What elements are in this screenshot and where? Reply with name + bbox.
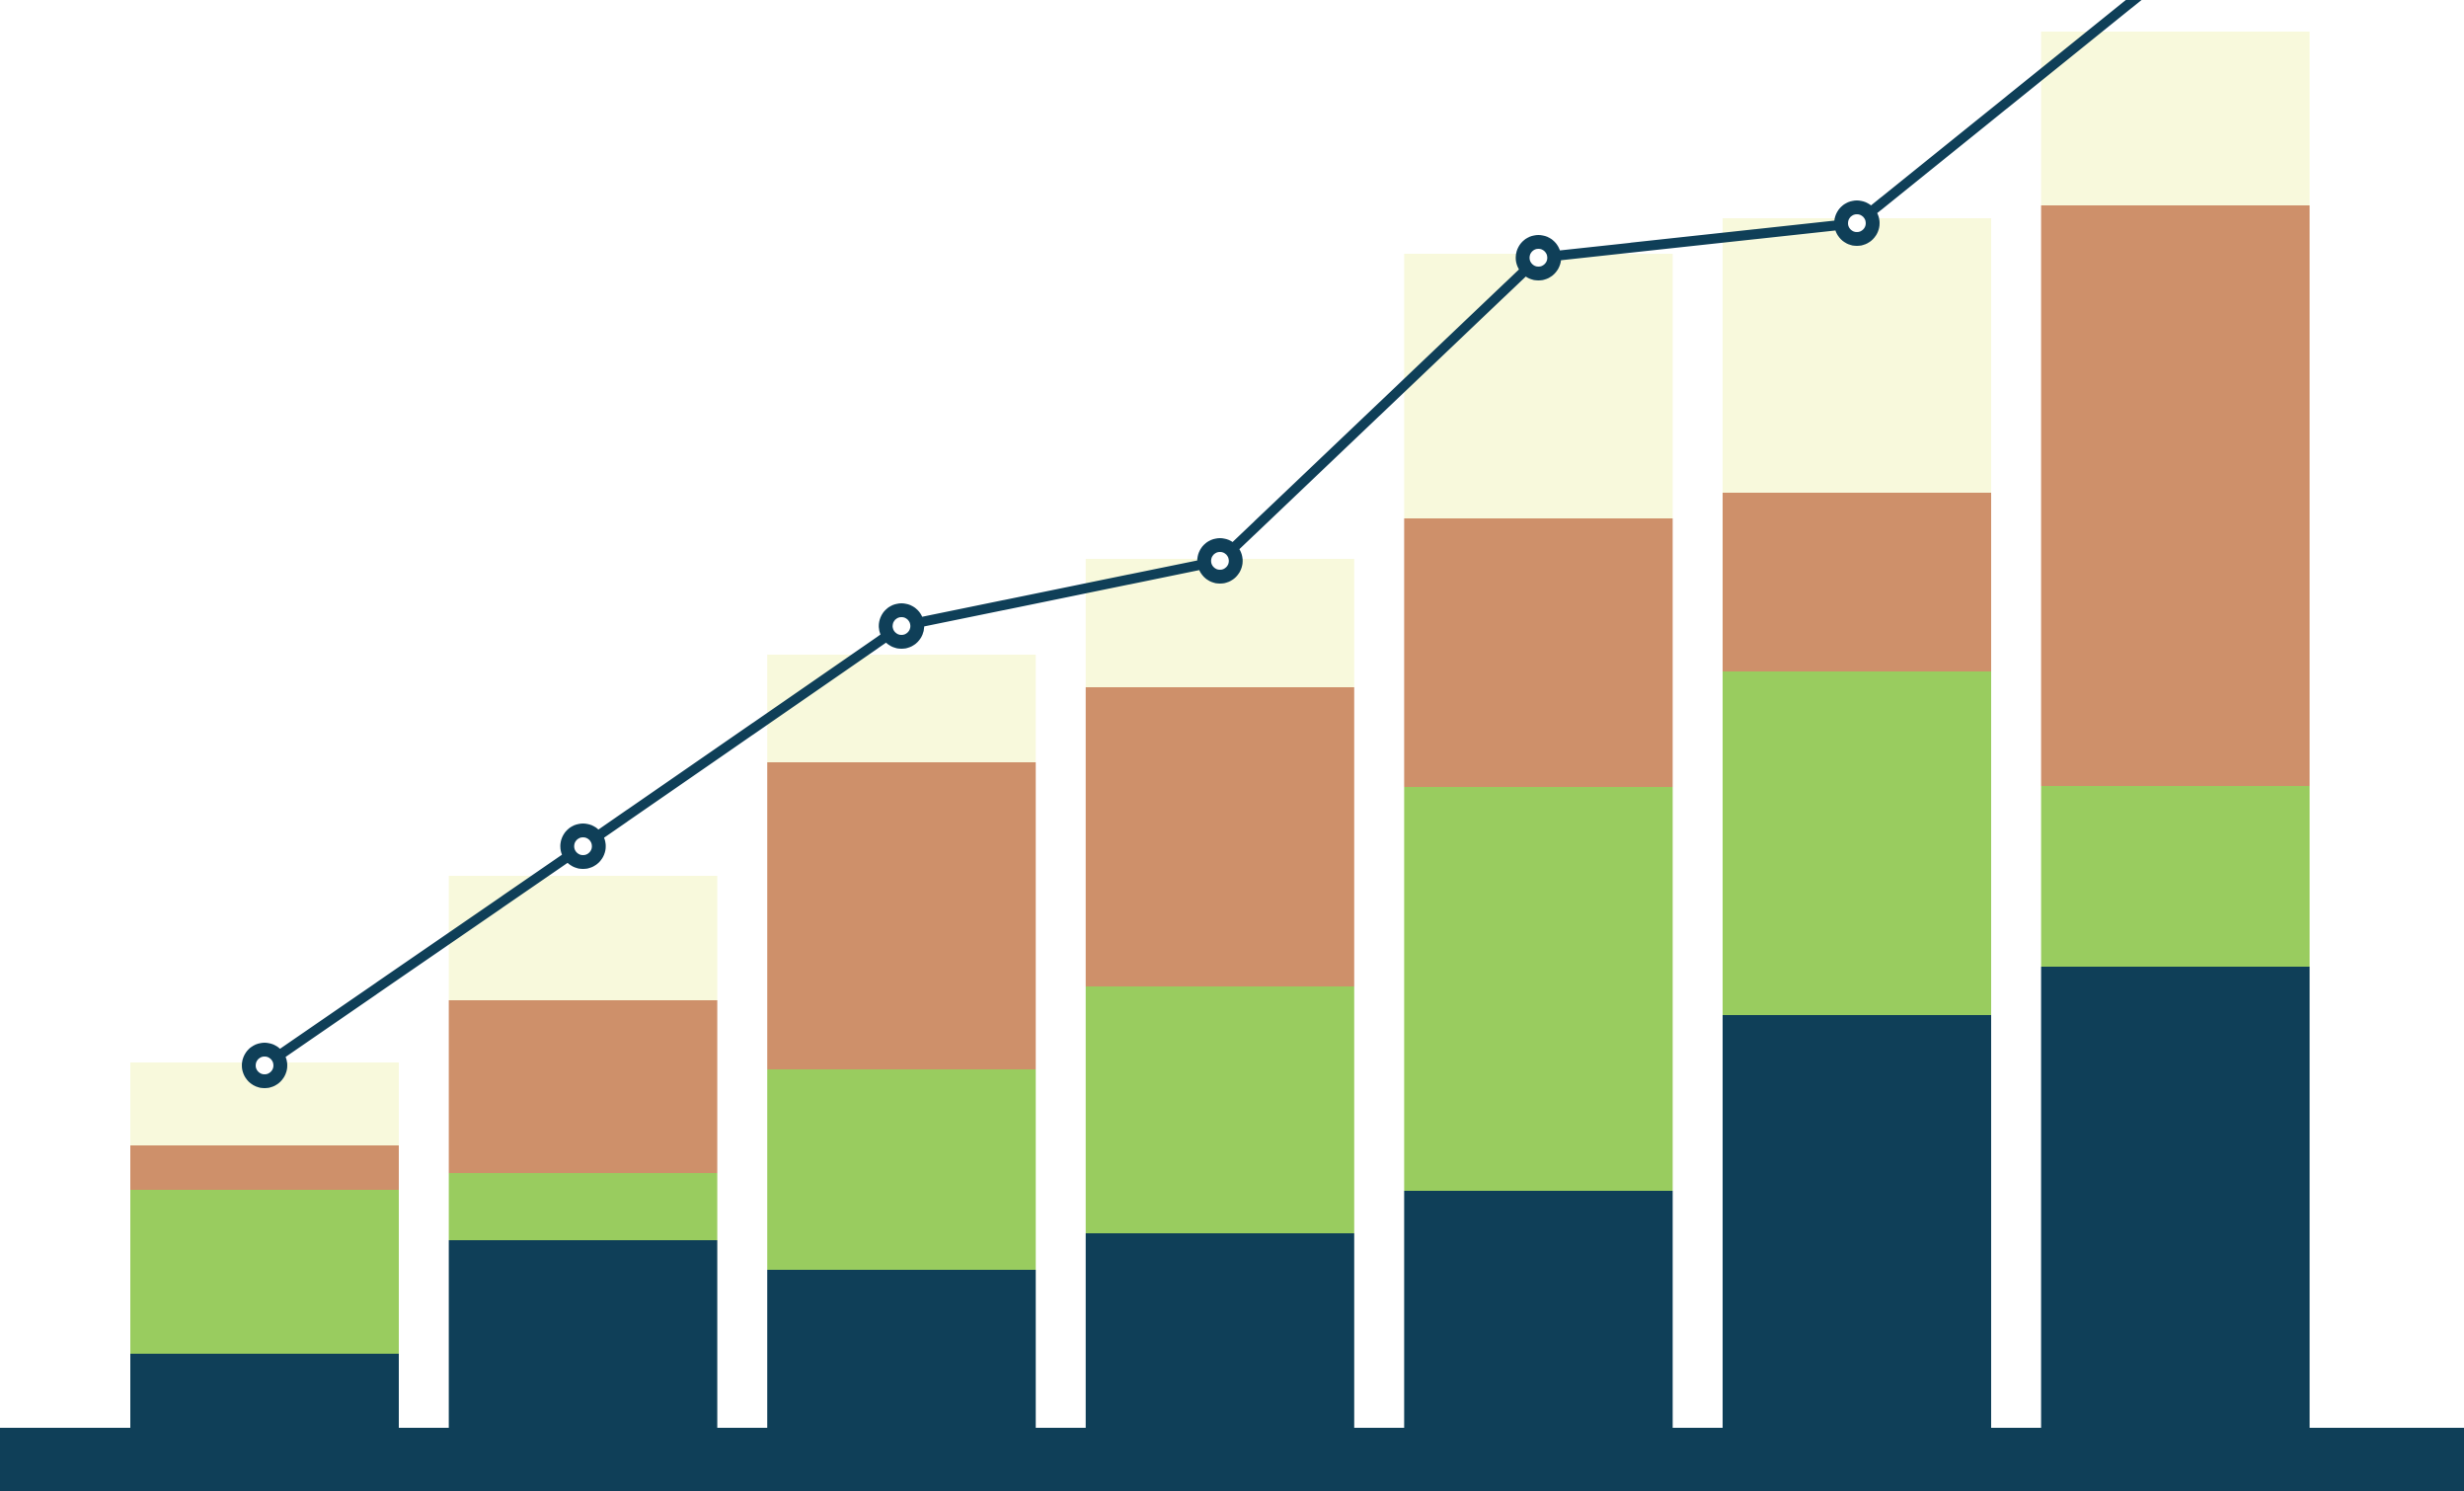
bar-segment-5-series-2 <box>1404 787 1673 1191</box>
bar-segment-2-series-2 <box>448 1173 718 1240</box>
bar-segment-6-series-1 <box>1723 1015 1991 1428</box>
line-marker-center-2 <box>574 837 592 855</box>
bar-segment-1-series-2 <box>130 1190 399 1354</box>
bar-segment-4-series-2 <box>1085 986 1354 1233</box>
bar-segment-4-series-1 <box>1085 1233 1354 1428</box>
trend-line-group <box>242 0 2142 1088</box>
bar-segment-1-series-1 <box>130 1354 399 1428</box>
bar-segment-3-series-4 <box>767 655 1037 762</box>
line-marker-center-1 <box>256 1057 273 1074</box>
bar-segment-3-series-3 <box>767 762 1037 1069</box>
line-marker-center-5 <box>1529 249 1548 267</box>
bar-segment-1-series-3 <box>130 1145 399 1190</box>
bar-segment-6-series-2 <box>1723 671 1991 1015</box>
bar-segment-2-series-3 <box>448 1000 718 1173</box>
bar-segment-7-series-2 <box>2040 786 2310 967</box>
bar-segment-7-series-3 <box>2040 205 2310 786</box>
line-marker-center-4 <box>1210 552 1229 570</box>
bar-segment-2-series-4 <box>448 876 718 1000</box>
bar-segment-7-series-4 <box>2040 32 2310 205</box>
bar-segment-3-series-1 <box>767 1270 1037 1428</box>
bar-segment-7-series-1 <box>2040 967 2310 1428</box>
line-marker-center-3 <box>892 617 911 635</box>
bar-segment-6-series-4 <box>1723 218 1991 493</box>
bar-segment-4-series-3 <box>1085 687 1354 986</box>
bar-segment-2-series-1 <box>448 1240 718 1428</box>
bar-segment-5-series-4 <box>1404 254 1673 518</box>
line-marker-center-6 <box>1848 214 1866 232</box>
bar-segment-3-series-2 <box>767 1069 1037 1270</box>
baseline-axis-bar <box>0 1428 2464 1491</box>
bar-segment-5-series-1 <box>1404 1191 1673 1428</box>
bar-segment-5-series-3 <box>1404 518 1673 787</box>
bar-series-group <box>130 32 2310 1428</box>
bar-segment-6-series-3 <box>1723 493 1991 671</box>
